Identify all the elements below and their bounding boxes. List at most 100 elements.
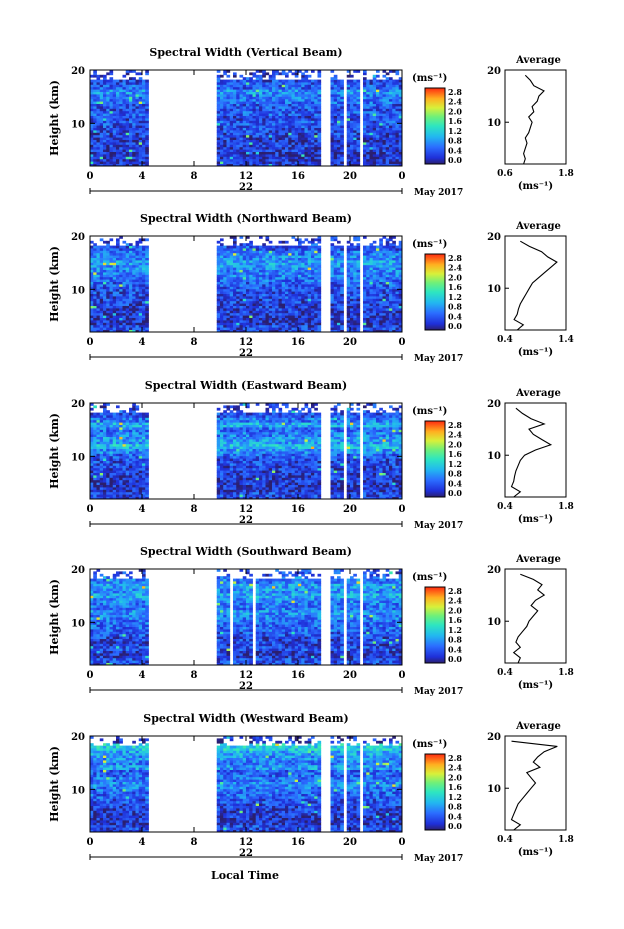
heatmap-cell bbox=[236, 324, 240, 328]
heatmap-cell bbox=[333, 291, 338, 294]
heatmap-cell bbox=[278, 115, 283, 119]
heatmap-cell bbox=[366, 158, 370, 162]
heatmap-cell bbox=[142, 122, 146, 126]
heatmap-cell bbox=[372, 127, 377, 131]
heatmap-cell bbox=[96, 163, 101, 167]
heatmap-cell bbox=[226, 127, 231, 131]
heatmap-cell bbox=[350, 262, 354, 266]
heatmap-cell bbox=[262, 296, 266, 299]
heatmap-cell bbox=[333, 127, 338, 131]
heatmap-cell bbox=[135, 243, 140, 246]
heatmap-cell bbox=[265, 94, 270, 97]
heatmap-cell bbox=[382, 110, 387, 114]
heatmap-cell bbox=[392, 101, 396, 104]
heatmap-cell bbox=[268, 151, 273, 155]
heatmap-cell bbox=[285, 146, 289, 150]
heatmap-cell bbox=[268, 108, 273, 112]
heatmap-cell bbox=[129, 156, 133, 160]
heatmap-cell bbox=[382, 79, 387, 83]
heatmap-cell bbox=[304, 272, 309, 275]
heatmap-cell bbox=[132, 149, 136, 152]
heatmap-cell bbox=[340, 327, 344, 330]
heatmap-cell bbox=[255, 267, 260, 270]
heatmap-cell bbox=[392, 142, 396, 145]
heatmap-cell bbox=[288, 305, 292, 309]
heatmap-cell bbox=[103, 257, 107, 261]
heatmap-cell bbox=[125, 149, 130, 152]
heatmap-cell bbox=[239, 250, 244, 254]
heatmap-cell bbox=[145, 281, 149, 285]
heatmap-cell bbox=[363, 305, 367, 309]
heatmap-cell bbox=[379, 118, 383, 121]
heatmap-cell bbox=[314, 248, 318, 251]
heatmap-cell bbox=[249, 279, 253, 282]
panel-title: Spectral Width (Northward Beam) bbox=[140, 212, 352, 225]
heatmap-cell bbox=[285, 305, 289, 309]
heatmap-cell bbox=[317, 298, 322, 302]
heatmap-cell bbox=[239, 288, 244, 292]
heatmap-cell bbox=[255, 151, 260, 155]
heatmap-cell bbox=[129, 267, 133, 270]
heatmap-cell bbox=[285, 106, 289, 109]
heatmap-cell bbox=[278, 308, 283, 311]
heatmap-cell bbox=[382, 108, 387, 112]
heatmap-cell bbox=[350, 305, 354, 309]
heatmap-cell bbox=[135, 264, 140, 268]
heatmap-cell bbox=[142, 272, 146, 275]
heatmap-cell bbox=[223, 272, 227, 275]
heatmap-cell bbox=[132, 327, 136, 330]
heatmap-cell bbox=[285, 120, 289, 124]
heatmap-cell bbox=[372, 300, 377, 304]
heatmap-cell bbox=[314, 298, 318, 302]
heatmap-cell bbox=[99, 298, 104, 302]
heatmap-cell bbox=[223, 274, 227, 278]
heatmap-cell bbox=[262, 322, 266, 326]
heatmap-cell bbox=[311, 243, 315, 246]
heatmap-cell bbox=[353, 139, 357, 143]
heatmap-cell bbox=[233, 300, 237, 304]
heatmap-cell bbox=[304, 79, 309, 83]
heatmap-cell bbox=[330, 86, 335, 90]
heatmap-cell bbox=[268, 120, 273, 124]
heatmap-cell bbox=[317, 163, 322, 167]
heatmap-cell bbox=[119, 137, 123, 140]
heatmap-cell bbox=[236, 146, 240, 150]
heatmap-cell bbox=[301, 284, 305, 287]
heatmap-cell bbox=[249, 130, 253, 133]
heatmap-cell bbox=[229, 300, 234, 304]
heatmap-cell bbox=[294, 320, 299, 323]
heatmap-cell bbox=[288, 161, 292, 164]
heatmap-cell bbox=[350, 329, 354, 333]
heatmap-cell bbox=[229, 236, 234, 239]
heatmap-cell bbox=[330, 161, 335, 164]
heatmap-cell bbox=[99, 281, 104, 285]
heatmap-cell bbox=[236, 127, 240, 131]
heatmap-cell bbox=[288, 257, 292, 261]
heatmap-cell bbox=[376, 151, 380, 155]
heatmap-cell bbox=[301, 134, 305, 138]
heatmap-cell bbox=[106, 96, 110, 100]
heatmap-cell bbox=[311, 329, 315, 333]
heatmap-cell bbox=[314, 317, 318, 321]
heatmap-cell bbox=[99, 305, 104, 309]
heatmap-cell bbox=[314, 291, 318, 294]
heatmap-cell bbox=[275, 130, 279, 133]
heatmap-cell bbox=[346, 137, 351, 140]
heatmap-cell bbox=[99, 252, 104, 256]
heatmap-cell bbox=[93, 134, 97, 138]
heatmap-cell bbox=[356, 284, 361, 287]
heatmap-cell bbox=[330, 305, 335, 309]
heatmap-cell bbox=[314, 84, 318, 88]
heatmap-cell bbox=[220, 101, 224, 104]
heatmap-cell bbox=[249, 146, 253, 150]
heatmap-cell bbox=[125, 315, 130, 318]
heatmap-cell bbox=[90, 324, 94, 328]
heatmap-cell bbox=[314, 310, 318, 314]
heatmap-cell bbox=[99, 264, 104, 268]
heatmap-cell bbox=[317, 118, 322, 121]
heatmap-cell bbox=[233, 158, 237, 162]
heatmap-cell bbox=[226, 79, 231, 83]
heatmap-cell bbox=[93, 163, 97, 167]
heatmap-cell bbox=[314, 139, 318, 143]
heatmap-cell bbox=[138, 279, 143, 282]
